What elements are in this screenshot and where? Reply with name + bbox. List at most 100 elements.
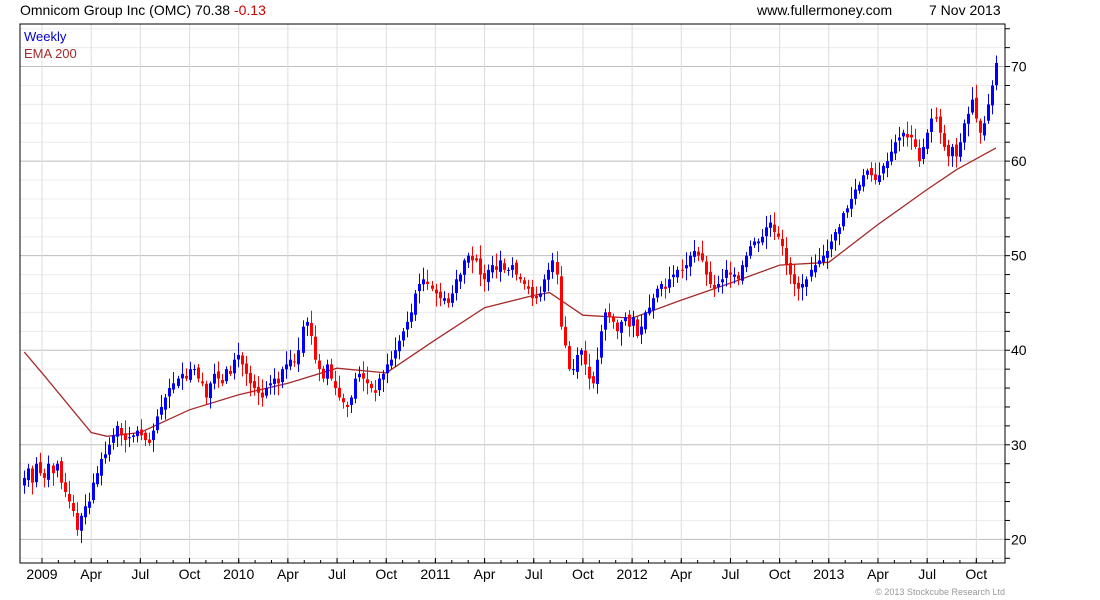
candle-down [342, 393, 345, 409]
candle-up [644, 310, 647, 334]
candle-body [765, 227, 768, 237]
candle-up [745, 251, 748, 273]
y-tick-label: 20 [1011, 531, 1027, 547]
candle-up [890, 139, 893, 166]
candle-down [124, 420, 127, 453]
candle-body [991, 85, 994, 106]
candle-body [402, 331, 405, 341]
candle-down [910, 125, 913, 150]
candle-body [608, 311, 611, 318]
candle-up [572, 359, 575, 375]
candle-up [810, 256, 813, 282]
candle-body [172, 383, 175, 390]
candle-down [52, 463, 55, 486]
axes: 20 30 40 50 60 70 2009 Apr Jul Oct 2010 Apr Jul Oct 20… [26, 28, 1027, 582]
candle-down [370, 380, 373, 393]
candle-up [410, 303, 413, 328]
y-tick-label: 70 [1011, 59, 1027, 75]
candle-up [620, 319, 623, 346]
candle-up [761, 229, 764, 246]
legend-ema: EMA 200 [24, 46, 77, 61]
candle-body [624, 317, 627, 322]
candle-up [805, 276, 808, 296]
candle-up [672, 265, 675, 288]
candle-up [676, 266, 679, 283]
candle-body [144, 432, 147, 441]
candle-body [47, 463, 50, 480]
candle-up [306, 317, 309, 336]
candle-up [92, 473, 95, 504]
candle-down [318, 353, 321, 382]
candle-up [84, 494, 87, 525]
candle-body [136, 430, 139, 437]
candle-body [797, 282, 800, 289]
candle-body [846, 208, 849, 213]
candle-down [785, 237, 788, 276]
x-tick-label: Apr [670, 566, 692, 582]
candle-down [523, 277, 526, 290]
candle-down [475, 254, 478, 263]
chart-date: 7 Nov 2013 [929, 2, 1001, 18]
candle-up [382, 370, 385, 392]
candle-down [72, 494, 75, 517]
candle-body [213, 373, 216, 384]
candle-up [769, 214, 772, 237]
candle-up [156, 409, 159, 434]
candle-body [241, 355, 244, 365]
x-tick-label: Jul [131, 566, 149, 582]
candle-body [185, 375, 188, 379]
candle-body [310, 322, 313, 337]
candle-down [31, 465, 34, 495]
candle-up [765, 215, 768, 249]
candle-up [164, 393, 167, 420]
candle-body [277, 378, 280, 384]
candle-up [854, 178, 857, 205]
candle-body [793, 274, 796, 285]
candle-down [588, 353, 591, 390]
candle-down [935, 107, 938, 122]
grid [20, 24, 1005, 563]
candle-down [366, 366, 369, 395]
candle-body [874, 174, 877, 181]
candle-body [257, 386, 260, 393]
candle-body [140, 429, 143, 436]
candle-body [709, 271, 712, 285]
candle-down [334, 370, 337, 396]
candle-up [632, 310, 635, 338]
candle-up [402, 328, 405, 347]
candle-body [108, 444, 111, 455]
candle-body [426, 281, 429, 285]
candle-body [499, 260, 502, 272]
candle-body [261, 392, 264, 398]
candle-up [930, 108, 933, 143]
candle-down [975, 84, 978, 123]
candle-body [281, 369, 284, 383]
price-change: -0.13 [234, 2, 266, 18]
candle-up [209, 381, 212, 409]
candle-down [140, 419, 143, 441]
candle-body [866, 170, 869, 175]
candle-body [519, 276, 522, 280]
candle-up [926, 129, 929, 155]
candle-body [523, 280, 526, 285]
candle-down [955, 138, 958, 168]
candle-body [495, 266, 498, 270]
candle-body [378, 378, 381, 391]
candle-up [269, 375, 272, 395]
candle-body [818, 260, 821, 265]
candle-up [838, 223, 841, 246]
candle-up [116, 421, 119, 448]
candle-up [213, 363, 216, 390]
candle-body [112, 435, 115, 443]
candle-body [656, 288, 659, 298]
candle-down [374, 380, 377, 402]
candle-up [987, 93, 990, 124]
candle-up [354, 372, 357, 404]
candle-up [858, 181, 861, 194]
candle-body [390, 359, 393, 366]
candle-body [487, 269, 490, 283]
candle-body [354, 378, 357, 399]
candle-body [628, 314, 631, 327]
candle-body [939, 116, 942, 133]
candle-body [616, 322, 619, 332]
